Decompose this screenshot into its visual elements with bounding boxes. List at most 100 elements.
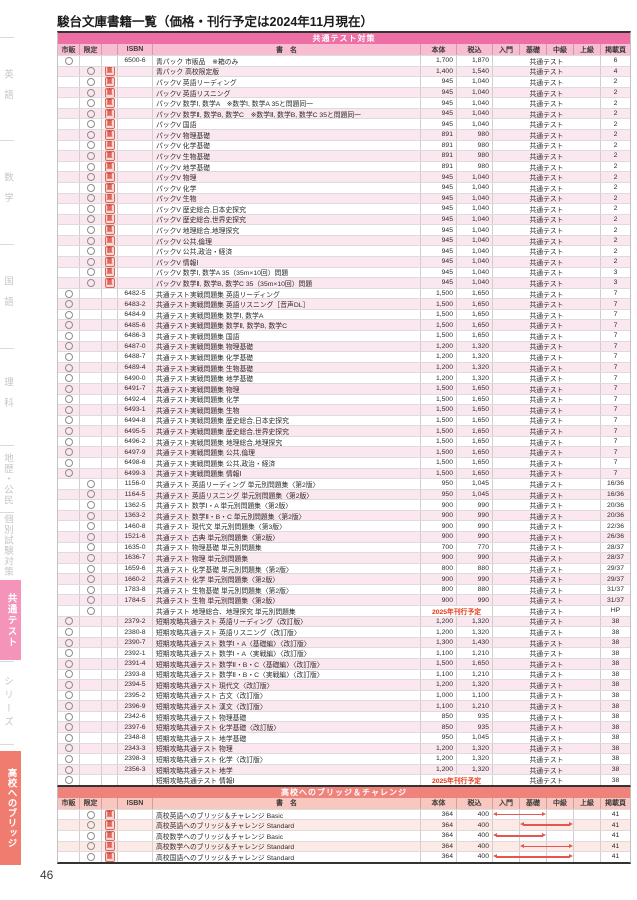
- cell-price-body: 1,500: [421, 436, 457, 447]
- cell-book-title: 共通テスト 生物 単元別問題集〈第2版〉: [153, 595, 421, 606]
- cell-direct: [102, 553, 118, 563]
- cell-price-body: 1,500: [421, 299, 457, 309]
- cell-direct: 直: [102, 193, 118, 204]
- cell-price-tax: 1,045: [457, 489, 493, 500]
- availability-circle-icon: [86, 543, 95, 552]
- cell-page-ref: 16/36: [606, 490, 624, 498]
- cell-price-body: 1,200: [421, 743, 457, 754]
- cell-price-body: 950: [421, 733, 457, 743]
- availability-circle-icon: [86, 247, 95, 256]
- cell-price-tax: 1,650: [457, 468, 493, 479]
- cell-price-tax: 980: [457, 161, 493, 172]
- cell-book-title: パックV 国語: [153, 119, 421, 130]
- availability-circle-icon: [86, 215, 95, 224]
- cell-limited: [80, 331, 102, 341]
- cell-level: 共通テスト: [493, 637, 601, 648]
- availability-circle-icon: [86, 831, 95, 840]
- sidebar-item-individual-exam: 個別試験対策: [0, 512, 14, 577]
- table-row: 直 パックV 公共,政治・経済 945 1,040 共通テスト 2: [58, 245, 630, 256]
- cell-book-title: 共通テスト 古典 単元別問題集〈第2版〉: [153, 532, 421, 542]
- cell-level: 共通テスト: [493, 574, 601, 584]
- cell-price-body: 1,500: [421, 394, 457, 405]
- level-subcell: [574, 820, 600, 830]
- cell-direct: [102, 733, 118, 743]
- cell-direct: [102, 701, 118, 711]
- cell-price-body: 945: [421, 246, 457, 256]
- cell-limited: [80, 299, 102, 309]
- column-header-row: 市販 限定 ISBN 書 名本体 税込 入門 基礎 中級 上級 掲載頁: [58, 797, 630, 809]
- table-row: 6483-2 共通テスト実戦問題集 英語リスニング［音声DL］ 1,500 1,650…: [58, 298, 630, 309]
- cell-isbn: 1521-6: [118, 532, 153, 542]
- cell-page-ref: 38: [611, 734, 620, 742]
- table-row: 6488-7 共通テスト実戦問題集 化学基礎 1,200 1,320 共通テスト 7: [58, 351, 630, 362]
- cell-limited: [80, 56, 102, 66]
- table-row: 1164-5 共通テスト 英語リスニング 単元別問題集〈第2版〉 950 1,045 共…: [58, 488, 630, 500]
- column-header: 上級: [574, 44, 601, 55]
- cell-book-title: パックV 生物基礎: [153, 151, 421, 161]
- cell-page-ref: 2: [613, 99, 618, 107]
- availability-circle-icon: [64, 321, 73, 330]
- cell-limited: [80, 658, 102, 669]
- cell-direct: [102, 489, 118, 500]
- cell-page-ref: 31/37: [606, 596, 624, 604]
- availability-circle-icon: [86, 501, 95, 510]
- cell-direct: [102, 764, 118, 775]
- cell-isbn: 1460-8: [118, 521, 153, 532]
- cell-book-title: パックV 物理: [153, 172, 421, 182]
- cell-price-tax: 1,040: [457, 214, 493, 225]
- cell-price-tax: 1,040: [457, 193, 493, 204]
- cell-price-body: 1,200: [421, 764, 457, 775]
- cell-isbn: 6490-0: [118, 373, 153, 383]
- cell-isbn: [118, 98, 153, 108]
- cell-retail: [58, 362, 80, 373]
- cell-book-title: 高校英語へのブリッジ＆チャレンジ Basic: [153, 809, 421, 820]
- table-row: 直 高校英語へのブリッジ＆チャレンジ Standard 364 400 41: [58, 819, 630, 831]
- availability-circle-icon: [64, 310, 73, 319]
- cell-book-title: 短期攻略共通テスト 地学: [153, 764, 421, 775]
- cell-level: 共通テスト: [493, 701, 601, 711]
- cell-book-title: 共通テスト実戦問題集 歴史総合,日本史探究: [153, 415, 421, 426]
- table-row: 直 青パック 高校限定版 1,400 1,540 共通テスト 4: [58, 65, 630, 77]
- cell-book-title: パックV 情報Ⅰ: [153, 256, 421, 267]
- cell-level: 共通テスト: [493, 130, 601, 140]
- table-row: 6494-8 共通テスト実戦問題集 歴史総合,日本史探究 1,500 1,650 共通テ…: [58, 414, 630, 426]
- cell-price-tax: 1,320: [457, 341, 493, 352]
- cell-direct: 直: [102, 841, 118, 852]
- cell-price-body: 364: [421, 809, 457, 820]
- cell-retail: [58, 182, 80, 193]
- cell-retail: [58, 658, 80, 669]
- cell-price-tax: 1,650: [457, 288, 493, 299]
- availability-circle-icon: [64, 649, 73, 658]
- cell-isbn: 2393-8: [118, 669, 153, 680]
- cell-price-body: 945: [421, 235, 457, 246]
- cell-limited: [80, 711, 102, 722]
- cell-isbn: [118, 820, 153, 831]
- cell-isbn: 2343-3: [118, 743, 153, 754]
- cell-level: 共通テスト: [493, 510, 601, 521]
- cell-book-title: 短期攻略共通テスト 英語リスニング〈改訂版〉: [153, 627, 421, 637]
- availability-circle-icon: [64, 437, 73, 446]
- cell-page-ref: 7: [613, 364, 618, 372]
- availability-circle-icon: [64, 638, 73, 647]
- direct-sale-badge-icon: 直: [104, 161, 115, 172]
- page-number: 46: [40, 868, 54, 882]
- direct-sale-badge-icon: 直: [104, 151, 115, 161]
- cell-price-body: 1,500: [421, 468, 457, 479]
- cell-level: 共通テスト: [493, 648, 601, 658]
- cell-price-body: 891: [421, 140, 457, 151]
- cell-price-body: 945: [421, 267, 457, 278]
- cell-page-ref: HP: [610, 607, 621, 615]
- table-row: 直 パックV 生物 945 1,040 共通テスト 2: [58, 192, 630, 204]
- cell-price-body: 1,700: [421, 56, 457, 66]
- table-row: 直 パックV 数学Ⅱ, 数学B, 数学C ※数学Ⅱ, 数学B, 数学C 35と問題…: [58, 107, 630, 119]
- cell-book-title: 短期攻略共通テスト 物理基礎: [153, 711, 421, 722]
- availability-circle-icon: [64, 374, 73, 383]
- sidebar-item-geo-civics: 地歴・公民: [0, 445, 14, 512]
- cell-level: 共通テスト: [493, 373, 601, 383]
- cell-book-title: 短期攻略共通テスト 現代文〈改訂版〉: [153, 680, 421, 690]
- cell-page-ref: 7: [613, 300, 618, 308]
- table-row: 直 パックV 歴史総合,世界史探究 945 1,040 共通テスト 2: [58, 213, 630, 225]
- cell-limited: [80, 98, 102, 108]
- cell-page-ref: 38: [611, 681, 620, 689]
- cell-price-tax: 990: [457, 500, 493, 510]
